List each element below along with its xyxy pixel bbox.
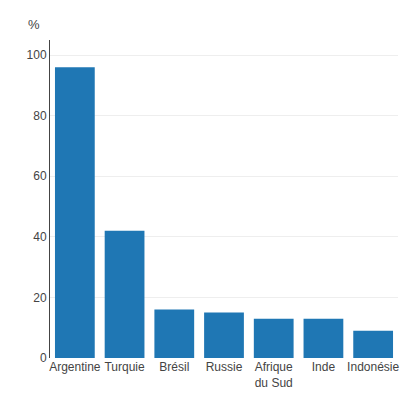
svg-text:Indonésie: Indonésie [347, 360, 399, 374]
svg-text:Inde: Inde [312, 360, 336, 374]
svg-text:80: 80 [33, 109, 47, 123]
svg-text:Russie: Russie [206, 360, 243, 374]
svg-text:60: 60 [33, 169, 47, 183]
svg-text:Turquie: Turquie [104, 360, 145, 374]
svg-text:0: 0 [40, 351, 47, 365]
svg-text:Afriquedu Sud: Afriquedu Sud [255, 360, 293, 390]
svg-text:100: 100 [27, 48, 47, 62]
svg-text:Argentine: Argentine [49, 360, 101, 374]
svg-text:20: 20 [33, 291, 47, 305]
svg-text:Brésil: Brésil [159, 360, 189, 374]
svg-text:40: 40 [33, 230, 47, 244]
svg-text:%: % [28, 17, 40, 32]
